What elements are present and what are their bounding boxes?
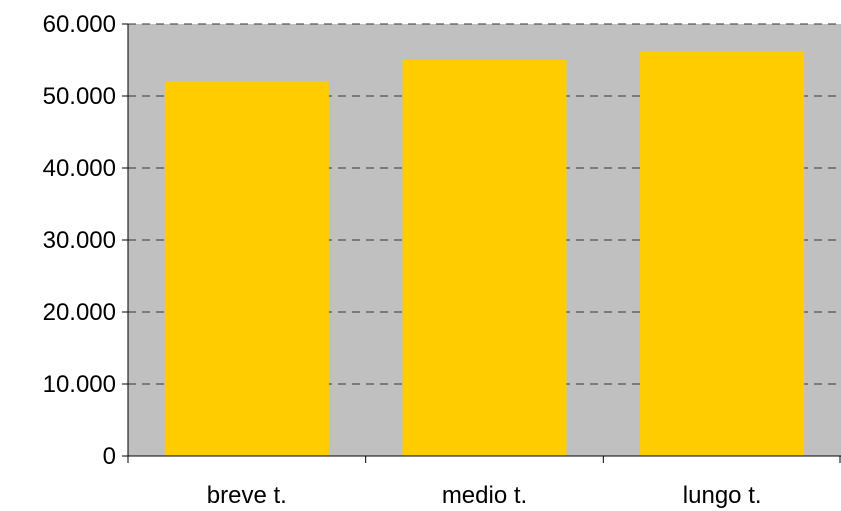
bars <box>164 51 805 457</box>
y-tick-label: 60.000 <box>43 11 116 38</box>
y-axis: 0 10.000 20.000 30.000 40.000 50.000 60.000 <box>43 11 129 470</box>
x-axis: breve t. medio t. lungo t. <box>127 455 841 509</box>
y-tick-label: 30.000 <box>43 227 116 254</box>
y-tick-label: 20.000 <box>43 299 116 326</box>
bar-1 <box>164 81 329 456</box>
x-tick-label: lungo t. <box>683 482 762 509</box>
x-tick-label: breve t. <box>207 482 287 509</box>
y-tick-label: 10.000 <box>43 371 116 398</box>
y-tick-label: 0 <box>103 443 116 470</box>
y-tick-label: 50.000 <box>43 83 116 110</box>
bar-3 <box>640 51 805 457</box>
y-tick-label: 40.000 <box>43 155 116 182</box>
bar-2 <box>402 60 567 456</box>
x-tick-label: medio t. <box>442 482 527 509</box>
